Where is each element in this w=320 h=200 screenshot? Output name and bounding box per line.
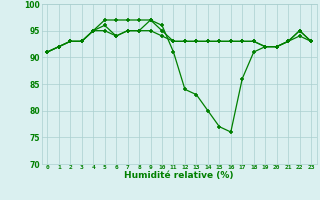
X-axis label: Humidité relative (%): Humidité relative (%): [124, 171, 234, 180]
